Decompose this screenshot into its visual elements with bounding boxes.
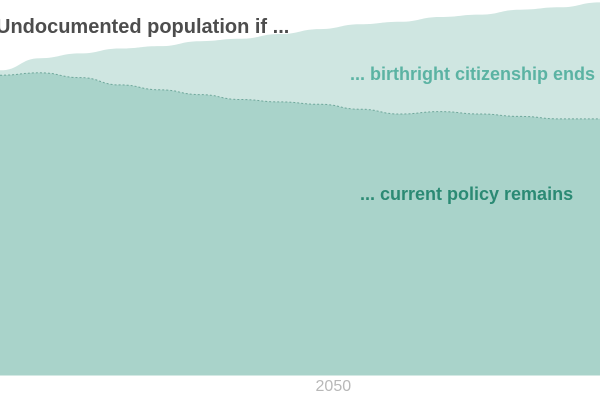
- annotation-birthright: ... birthright citizenship ends: [350, 64, 595, 84]
- lines-layer: [0, 72, 600, 120]
- annotation-current-policy: ... current policy remains: [360, 184, 573, 204]
- areas-layer: [0, 2, 600, 377]
- chart-title: Undocumented population if ...: [0, 16, 289, 38]
- x-tick-label: 2050: [316, 378, 352, 395]
- area-series-current-policy: [0, 72, 600, 377]
- series-line-current-policy: [0, 72, 600, 120]
- x-axis: 2050: [316, 378, 352, 395]
